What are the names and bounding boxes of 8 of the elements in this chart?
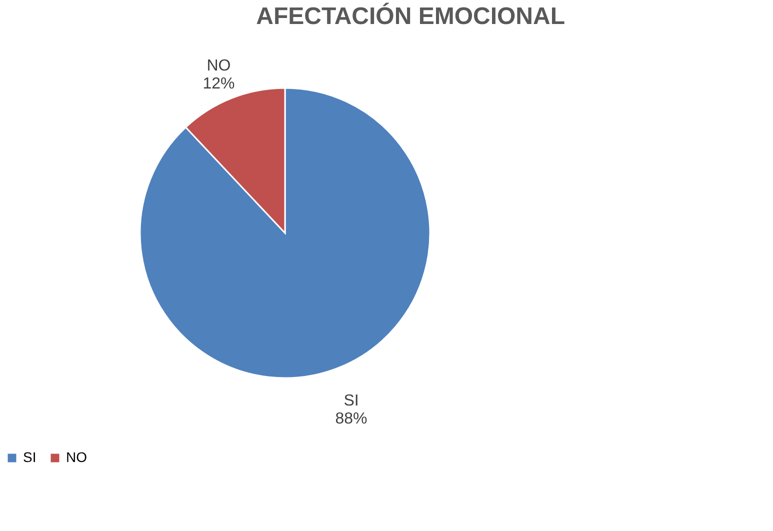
- chart-title: AFECTACIÓN EMOCIONAL: [256, 2, 565, 30]
- slice-label: SI: [344, 392, 359, 410]
- data-label: 88%: [335, 410, 368, 428]
- legend-label: NO: [66, 449, 88, 465]
- slice-label: NO: [206, 58, 231, 75]
- legend-label: SI: [23, 449, 36, 465]
- pie-slice: [139, 87, 431, 379]
- data-label: 12%: [202, 76, 235, 93]
